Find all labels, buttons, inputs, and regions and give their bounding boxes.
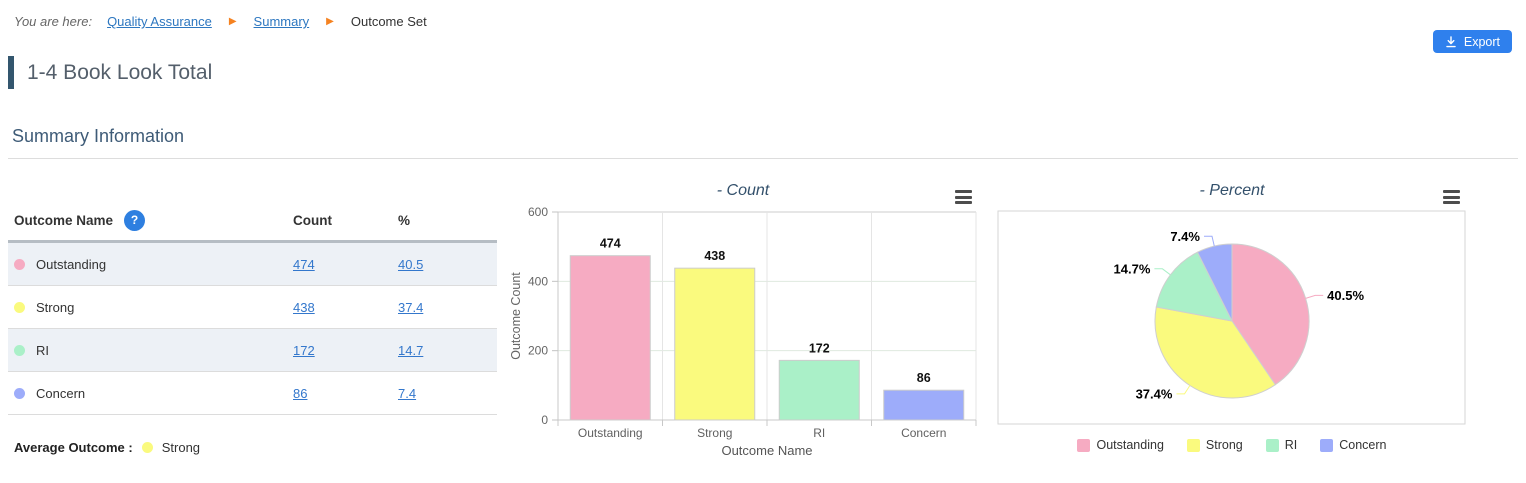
y-axis-title: Outcome Count — [509, 272, 523, 360]
outcome-color-dot — [14, 387, 25, 399]
pie-slice-concern[interactable] — [1196, 243, 1233, 322]
outcome-color-dot — [14, 301, 25, 313]
section-heading: Summary Information — [12, 126, 185, 146]
bar-value-label: 438 — [704, 249, 725, 263]
legend-item-ri[interactable]: RI — [1265, 438, 1298, 452]
pie-percent-label: 14.7% — [1114, 261, 1151, 276]
page-title: 1-4 Book Look Total — [27, 60, 213, 84]
table-header-row: Outcome Name ? Count % — [8, 200, 497, 240]
percent-link[interactable]: 14.7 — [398, 342, 424, 358]
y-tick-label: 0 — [541, 413, 548, 427]
bar-value-label: 172 — [809, 341, 830, 355]
breadcrumb-prefix: You are here: — [14, 14, 93, 29]
outcome-name: RI — [36, 342, 49, 358]
count-link[interactable]: 86 — [293, 385, 308, 401]
legend-swatch — [1186, 438, 1200, 452]
header-percent: % — [398, 212, 411, 228]
bar-value-label: 474 — [600, 237, 621, 251]
average-outcome-value: Strong — [161, 440, 201, 455]
table-row: Strong 438 37.4 — [8, 286, 497, 329]
x-axis-title: Outcome Name — [721, 443, 812, 458]
outcome-name: Outstanding — [36, 256, 107, 272]
summary-table: Outcome Name ? Count % Outstanding 474 40.… — [8, 200, 497, 455]
legend-item-strong[interactable]: Strong — [1186, 438, 1243, 452]
pie-label-connector — [1176, 385, 1191, 395]
legend-swatch — [1320, 438, 1334, 452]
pie-plot-border — [997, 210, 1466, 425]
percent-link[interactable]: 37.4 — [398, 299, 424, 315]
outcome-name: Strong — [36, 299, 75, 315]
legend-label: Strong — [1205, 438, 1243, 452]
x-category-label: RI — [813, 426, 825, 440]
download-icon — [1445, 35, 1457, 48]
chart-menu-icon[interactable] — [1443, 190, 1460, 207]
legend-swatch — [1265, 438, 1279, 452]
pie-legend: Outstanding Strong RI Concern — [996, 438, 1468, 452]
breadcrumb-arrow-icon: ▶ — [326, 15, 334, 27]
pie-percent-label: 37.4% — [1136, 386, 1173, 401]
table-row: Outstanding 474 40.5 — [8, 243, 497, 286]
breadcrumb-arrow-icon: ▶ — [228, 15, 237, 27]
y-tick-label: 400 — [528, 274, 548, 288]
bar-strong[interactable] — [674, 267, 756, 421]
help-icon[interactable]: ? — [124, 209, 146, 231]
pie-label-connector — [1154, 268, 1171, 276]
x-category-label: Concern — [901, 426, 946, 440]
legend-label: Concern — [1339, 438, 1387, 452]
legend-item-outstanding[interactable]: Outstanding — [1077, 438, 1164, 452]
bar-chart: - Count 0 200 400 600 Outcome Count 474 Outsta… — [506, 180, 980, 480]
bar-chart-title: - Count — [716, 182, 770, 199]
legend-item-concern[interactable]: Concern — [1320, 438, 1387, 452]
x-category-label: Outstanding — [578, 426, 643, 440]
bar-concern[interactable] — [883, 389, 965, 421]
x-category-label: Strong — [697, 426, 732, 440]
pie-chart-svg: 40.5% 37.4% 14.7% 7.4% — [997, 210, 1466, 425]
count-link[interactable]: 438 — [293, 299, 315, 315]
bar-value-label: 86 — [917, 371, 931, 385]
pie-slice-strong[interactable] — [1154, 306, 1276, 399]
legend-swatch — [1077, 438, 1091, 452]
outcome-color-dot — [14, 258, 25, 270]
section-divider — [8, 158, 1518, 159]
breadcrumb-current-outcome-set: Outcome Set — [350, 14, 427, 29]
y-tick-label: 600 — [528, 205, 548, 219]
pie-percent-label: 7.4% — [1170, 229, 1200, 244]
header-outcome-name: Outcome Name — [14, 212, 114, 228]
breadcrumb-link-summary[interactable]: Summary — [253, 14, 310, 29]
pie-label-connector — [1305, 294, 1324, 299]
y-tick-label: 200 — [528, 344, 548, 358]
chart-menu-icon[interactable] — [955, 190, 972, 207]
outcome-table-body: Outstanding 474 40.5 Strong 438 37.4 RI 172 14.7… — [8, 240, 497, 415]
pie-chart: - Percent 40.5% 37.4% 14.7% 7.4% Outstandin… — [996, 180, 1468, 480]
average-outcome-row: Average Outcome : Strong — [8, 440, 497, 455]
table-row: Concern 86 7.4 — [8, 372, 497, 415]
export-button-label: Export — [1463, 34, 1500, 49]
legend-label: Outstanding — [1096, 438, 1164, 452]
legend-label: RI — [1284, 438, 1298, 452]
average-outcome-label: Average Outcome : — [14, 440, 133, 455]
pie-chart-title: - Percent — [1199, 182, 1265, 199]
percent-link[interactable]: 40.5 — [398, 256, 424, 272]
header-count: Count — [293, 212, 332, 228]
table-row: RI 172 14.7 — [8, 329, 497, 372]
bar-chart-svg: 0 200 400 600 Outcome Count 474 Outstanding 438… — [509, 205, 977, 458]
pie-label-connector — [1204, 235, 1215, 247]
pie-percent-label: 40.5% — [1327, 288, 1364, 303]
outcome-name: Concern — [36, 385, 86, 401]
pie-slice-outstanding[interactable] — [1231, 243, 1310, 386]
title-accent-bar — [8, 56, 14, 89]
count-link[interactable]: 172 — [293, 342, 315, 358]
bar-ri[interactable] — [778, 359, 860, 421]
outcome-color-dot — [14, 344, 25, 356]
average-outcome-color-dot — [141, 442, 153, 453]
pie-slice-ri[interactable] — [1155, 251, 1233, 322]
page-title-block: 1-4 Book Look Total — [8, 56, 212, 89]
breadcrumb: You are here: Quality Assurance ▶ Summar… — [14, 14, 427, 29]
export-button[interactable]: Export — [1432, 30, 1512, 53]
percent-link[interactable]: 7.4 — [398, 385, 417, 401]
count-link[interactable]: 474 — [293, 256, 315, 272]
breadcrumb-link-quality-assurance[interactable]: Quality Assurance — [107, 14, 212, 29]
bar-outstanding[interactable] — [569, 255, 651, 421]
